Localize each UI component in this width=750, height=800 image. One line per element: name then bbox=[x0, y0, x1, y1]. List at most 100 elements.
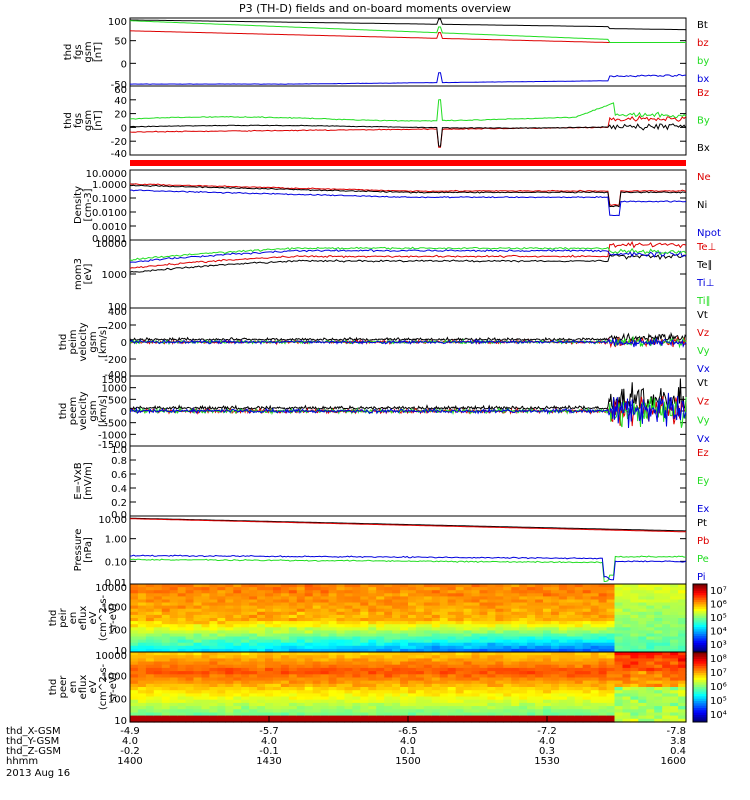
spectrogram-cell bbox=[495, 645, 504, 650]
spectrogram-cell bbox=[185, 648, 195, 653]
spectrogram-cell bbox=[503, 633, 512, 638]
spectrogram-cell bbox=[352, 664, 361, 669]
spectrogram-cell bbox=[193, 712, 202, 717]
spectrogram-cell bbox=[574, 683, 584, 688]
spectrogram-cell bbox=[273, 590, 282, 594]
spectrogram-cell bbox=[408, 696, 417, 701]
spectrogram-cell bbox=[582, 652, 592, 656]
spectrogram-cell bbox=[130, 602, 139, 607]
series-line-Pb bbox=[130, 518, 686, 533]
spectrogram-cell bbox=[392, 652, 401, 656]
spectrogram-cell bbox=[336, 587, 345, 591]
spectrogram-cell bbox=[328, 709, 338, 714]
spectrogram-cell bbox=[384, 608, 393, 613]
spectrogram-cell bbox=[614, 696, 623, 701]
spectrogram-cell bbox=[273, 671, 282, 675]
spectrogram-cell bbox=[169, 587, 179, 591]
spectrogram-cell bbox=[225, 593, 234, 597]
spectrogram-cell bbox=[265, 639, 274, 644]
spectrogram-cell bbox=[233, 690, 242, 694]
spectrogram-cell bbox=[233, 699, 242, 704]
spectrogram-cell bbox=[352, 602, 361, 607]
series-line-bz bbox=[129, 30, 686, 43]
spectrogram-cell bbox=[328, 715, 338, 720]
spectrogram-cell bbox=[312, 587, 322, 591]
spectrogram-cell bbox=[439, 593, 449, 597]
spectrogram-cell bbox=[487, 677, 496, 682]
spectrogram-cell bbox=[678, 683, 687, 688]
spectrogram-cell bbox=[408, 658, 417, 663]
spectrogram-cell bbox=[320, 658, 330, 663]
spectrogram-cell bbox=[384, 693, 393, 698]
spectrogram-cell bbox=[527, 621, 536, 625]
spectrogram-cell bbox=[169, 718, 179, 723]
spectrogram-cell bbox=[320, 702, 330, 707]
spectrogram-cell bbox=[376, 664, 385, 669]
spectrogram-cell bbox=[217, 709, 226, 714]
spectrogram-cell bbox=[678, 690, 687, 694]
spectrogram-cell bbox=[622, 655, 631, 659]
spectrogram-cell bbox=[574, 677, 584, 682]
spectrogram-cell bbox=[630, 718, 639, 723]
spectrogram-cell bbox=[296, 652, 306, 656]
colorbar-cell bbox=[693, 652, 707, 655]
spectrogram-cell bbox=[551, 605, 560, 610]
spectrogram-cell bbox=[614, 652, 623, 656]
spectrogram-cell bbox=[527, 624, 536, 628]
spectrogram-cell bbox=[161, 642, 171, 647]
spectrogram-cell bbox=[400, 699, 409, 704]
spectrogram-cell bbox=[590, 655, 600, 659]
y-tick-label: -200 bbox=[104, 355, 127, 366]
spectrogram-cell bbox=[527, 671, 536, 675]
spectrogram-cell bbox=[368, 661, 377, 666]
y-axis-label-line: [cm-3] bbox=[83, 188, 94, 221]
spectrogram-cell bbox=[455, 648, 465, 653]
spectrogram-cell bbox=[392, 661, 401, 666]
spectrogram-cell bbox=[273, 642, 282, 647]
spectrogram-cell bbox=[455, 683, 465, 688]
legend-label: Vy bbox=[697, 346, 710, 357]
spectrogram-cell bbox=[384, 621, 393, 625]
spectrogram-cell bbox=[638, 608, 647, 613]
spectrogram-cell bbox=[153, 630, 163, 635]
spectrogram-cell bbox=[662, 655, 671, 659]
colorbar-cell bbox=[693, 593, 707, 596]
spectrogram-cell bbox=[582, 699, 592, 704]
spectrogram-cell bbox=[551, 655, 560, 659]
spectrogram-cell bbox=[471, 671, 480, 675]
spectrogram-cell bbox=[646, 593, 655, 597]
spectrogram-cell bbox=[312, 630, 322, 635]
spectrogram-cell bbox=[177, 674, 187, 679]
spectrogram-cell bbox=[241, 667, 250, 672]
spectrogram-cell bbox=[177, 667, 187, 672]
spectrogram-cell bbox=[447, 699, 457, 704]
spectrogram-cell bbox=[447, 627, 457, 631]
spectrogram-cell bbox=[368, 712, 377, 717]
spectrogram-cell bbox=[233, 633, 242, 638]
spectrogram-cell bbox=[225, 621, 234, 625]
spectrogram-cell bbox=[447, 667, 457, 672]
spectrogram-cell bbox=[582, 645, 592, 650]
spectrogram-cell bbox=[527, 642, 536, 647]
spectrogram-cell bbox=[376, 621, 385, 625]
panel-frame bbox=[129, 445, 687, 517]
spectrogram-cell bbox=[296, 618, 306, 622]
spectrogram-cell bbox=[574, 639, 584, 644]
spectrogram-cell bbox=[638, 584, 647, 588]
spectrogram-cell bbox=[177, 587, 187, 591]
spectrogram-cell bbox=[352, 652, 361, 656]
spectrogram-cell bbox=[558, 599, 568, 604]
spectrogram-cell bbox=[376, 709, 385, 714]
spectrogram-cell bbox=[678, 706, 687, 710]
spectrogram-cell bbox=[646, 614, 655, 619]
spectrogram-cell bbox=[447, 696, 457, 701]
spectrogram-cell bbox=[598, 667, 608, 672]
colorbar-label: 10⁷ bbox=[710, 586, 727, 597]
spectrogram-cell bbox=[598, 709, 608, 714]
spectrogram-cell bbox=[312, 718, 322, 723]
spectrogram-cell bbox=[463, 621, 473, 625]
spectrogram-cell bbox=[312, 655, 322, 659]
spectrogram-cell bbox=[169, 696, 179, 701]
spectrogram-cell bbox=[487, 648, 496, 653]
spectrogram-cell bbox=[479, 667, 488, 672]
